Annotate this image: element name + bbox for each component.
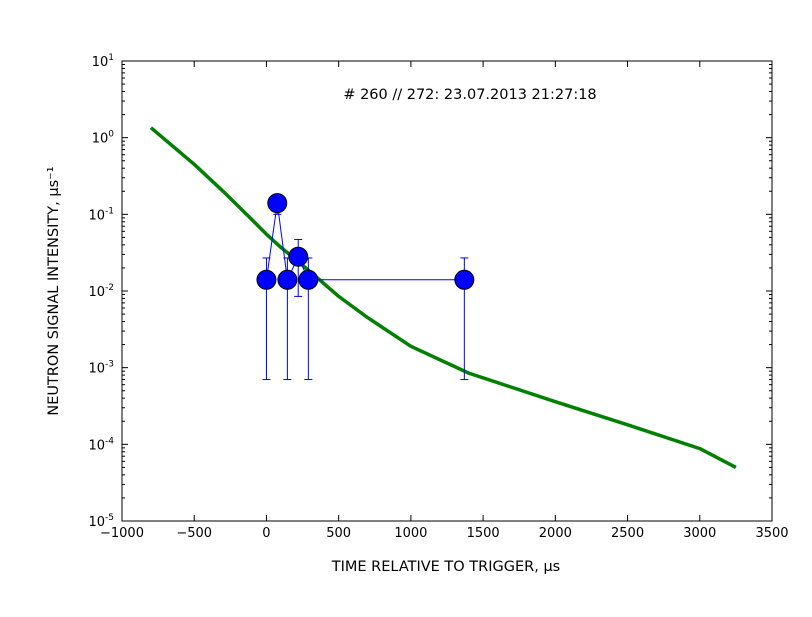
x-tick-label: 2500 <box>611 526 644 541</box>
data-point <box>454 269 475 290</box>
y-tick-label: 10-3 <box>88 360 114 377</box>
y-tick-label: 10-5 <box>88 513 114 530</box>
x-axis-label: TIME RELATIVE TO TRIGGER, μs <box>331 559 560 575</box>
curve-layer <box>149 126 737 469</box>
x-tick-label: −500 <box>176 526 212 541</box>
x-tick-label: 3500 <box>755 526 788 541</box>
model-curve <box>149 126 737 469</box>
ticks-layer: −1000 −500 0 500 1000 1500 2000 2500 3000 3500 10-… <box>88 53 788 541</box>
y-tick-label: 101 <box>92 53 114 70</box>
x-tick-label: 0 <box>262 526 270 541</box>
x-tick-label: −1000 <box>100 526 144 541</box>
x-tick-label: 1000 <box>394 526 427 541</box>
x-tick-label: 3000 <box>683 526 716 541</box>
y-axis-label: NEUTRON SIGNAL INTENSITY, μs⁻¹ <box>46 166 62 415</box>
x-tick-label: 2000 <box>539 526 572 541</box>
data-connecting-line <box>265 203 465 282</box>
x-tick-label: 500 <box>326 526 351 541</box>
y-tick-label: 10-4 <box>88 436 114 453</box>
plot-frame <box>121 60 773 522</box>
chart-title: # 260 // 272: 23.07.2013 21:27:18 <box>343 87 596 103</box>
y-tick-label: 10-2 <box>88 283 114 300</box>
x-tick-label: 1500 <box>467 526 500 541</box>
data-point <box>288 246 309 267</box>
y-tick-label: 10-1 <box>88 206 114 223</box>
data-point <box>277 269 298 290</box>
data-point <box>298 269 319 290</box>
y-tick-label: 100 <box>92 130 115 147</box>
data-point <box>256 269 277 290</box>
data-point <box>267 193 288 214</box>
points-layer <box>256 193 475 381</box>
